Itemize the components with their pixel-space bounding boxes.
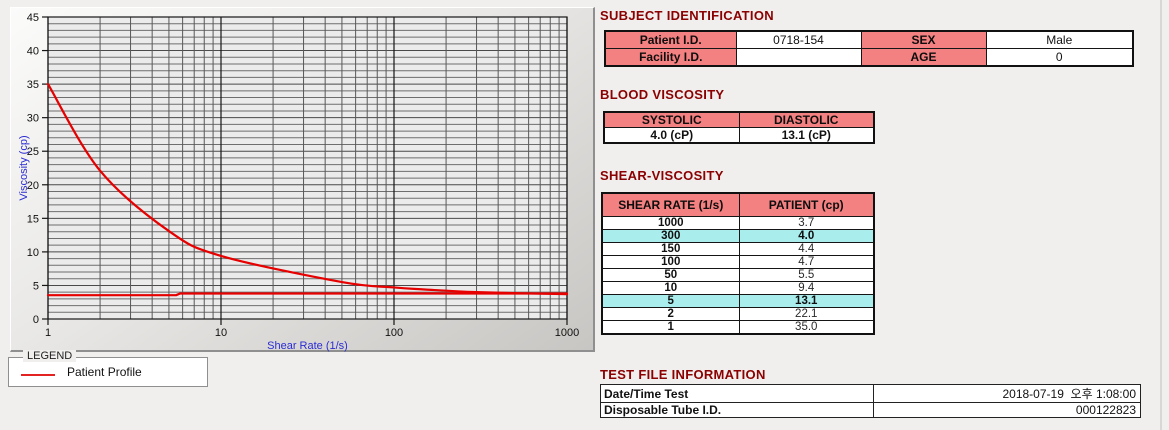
y-axis-title: Viscosity (cp) [18, 135, 30, 200]
shear-section-title: SHEAR-VISCOSITY [600, 168, 724, 183]
y-tick-label: 45 [27, 12, 39, 24]
shear-rate-cell: 1000 [601, 216, 740, 230]
y-tick-label: 15 [27, 213, 39, 225]
table-row: 1000 3.7 [601, 216, 875, 230]
shear-rate-cell: 1 [601, 320, 740, 335]
info-label-cell: Disposable Tube I.D. [600, 402, 874, 418]
info-value-cell: 000122823 [873, 402, 1141, 418]
x-tick-label: 100 [385, 327, 403, 339]
table-row: 300 4.0 [601, 229, 875, 243]
y-tick-label: 0 [33, 314, 39, 326]
value-cell [735, 48, 862, 67]
header-cell: Patient I.D. [604, 30, 737, 49]
test-file-information-table: Date/Time Test 2018-07-19 오후 1:08:00 Dispo… [600, 384, 1141, 418]
info-label-cell: Date/Time Test [600, 384, 874, 403]
shear-rate-cell: 50 [601, 268, 740, 282]
shear-rate-cell: 2 [601, 307, 740, 321]
value-cell: 13.1 (cP) [738, 127, 875, 144]
header-cell: PATIENT (cp) [738, 192, 875, 217]
patient-viscosity-cell: 9.4 [738, 281, 875, 295]
header-cell: SEX [860, 30, 987, 49]
patient-viscosity-cell: 4.4 [738, 242, 875, 256]
series-baseline-trace [46, 292, 569, 297]
y-tick-label: 5 [33, 280, 39, 292]
table-row: 4.0 (cP) 13.1 (cP) [603, 127, 875, 144]
patient-viscosity-cell: 35.0 [738, 320, 875, 335]
patient-viscosity-cell: 4.0 [738, 229, 875, 243]
patient-viscosity-cell: 22.1 [738, 307, 875, 321]
header-cell: AGE [860, 48, 987, 67]
shear-rate-cell: 5 [601, 294, 740, 308]
x-tick-label: 1 [45, 327, 51, 339]
viscosity-chart: 0 5 10 15 20 25 30 35 40 45 1 10 100 1000 Shear Rate (… [18, 12, 579, 352]
table-row: 50 5.5 [601, 268, 875, 282]
value-cell: 0 [985, 48, 1134, 67]
blood-section-title: BLOOD VISCOSITY [600, 87, 725, 102]
patient-viscosity-cell: 3.7 [738, 216, 875, 230]
y-tick-label: 35 [27, 79, 39, 91]
legend-caption: LEGEND [23, 350, 77, 362]
testfile-section-title: TEST FILE INFORMATION [600, 367, 766, 382]
info-value-cell: 2018-07-19 오후 1:08:00 [873, 384, 1141, 403]
x-tick-label: 10 [215, 327, 227, 339]
header-cell: DIASTOLIC [738, 111, 875, 128]
patient-viscosity-cell: 4.7 [738, 255, 875, 269]
subject-section-title: SUBJECT IDENTIFICATION [600, 8, 774, 23]
shear-rate-cell: 300 [601, 229, 740, 243]
value-cell: 4.0 (cP) [603, 127, 740, 144]
shear-rate-cell: 100 [601, 255, 740, 269]
y-tick-label: 10 [27, 247, 39, 259]
shear-rate-cell: 150 [601, 242, 740, 256]
x-tick-label: 1000 [555, 327, 579, 339]
y-tick-label: 20 [27, 180, 39, 192]
plot-background [48, 17, 567, 319]
legend-box: LEGEND Patient Profile [8, 350, 208, 387]
table-row: Patient I.D. 0718-154 SEX Male [604, 30, 1134, 49]
header-cell: Facility I.D. [604, 48, 737, 67]
table-row: SYSTOLIC DIASTOLIC [603, 111, 875, 128]
window-edge-line [1160, 0, 1162, 430]
table-row: 100 4.7 [601, 255, 875, 269]
shear-rate-cell: 10 [601, 281, 740, 295]
table-row: Disposable Tube I.D. 000122823 [600, 402, 1141, 418]
shear-viscosity-table: SHEAR RATE (1/s) PATIENT (cp) 1000 3.7 300 4.… [601, 192, 875, 335]
patient-viscosity-cell: 13.1 [738, 294, 875, 308]
header-cell: SYSTOLIC [603, 111, 740, 128]
chart-panel: 0 5 10 15 20 25 30 35 40 45 1 10 100 1000 Shear Rate (… [10, 7, 595, 352]
table-row: 1 35.0 [601, 320, 875, 335]
blood-viscosity-table: SYSTOLIC DIASTOLIC 4.0 (cP) 13.1 (cP) [603, 111, 875, 144]
header-cell: SHEAR RATE (1/s) [601, 192, 740, 217]
y-tick-label: 25 [27, 146, 39, 158]
x-axis-title: Shear Rate (1/s) [267, 340, 348, 352]
legend-series-label: Patient Profile [67, 365, 142, 379]
plot-border [47, 16, 568, 320]
y-tick-label: 40 [27, 46, 39, 58]
patient-viscosity-cell: 5.5 [738, 268, 875, 282]
y-tick-label: 30 [27, 113, 39, 125]
table-row: 2 22.1 [601, 307, 875, 321]
table-row: Date/Time Test 2018-07-19 오후 1:08:00 [600, 384, 1141, 403]
table-row: 10 9.4 [601, 281, 875, 295]
value-cell: Male [985, 30, 1134, 49]
table-row: 5 13.1 [601, 294, 875, 308]
subject-identification-table: Patient I.D. 0718-154 SEX Male Facility I.D.… [604, 30, 1134, 67]
table-row: SHEAR RATE (1/s) PATIENT (cp) [601, 192, 875, 217]
series-patient-profile [46, 83, 569, 296]
value-cell: 0718-154 [735, 30, 862, 49]
table-row: 150 4.4 [601, 242, 875, 256]
table-row: Facility I.D. AGE 0 [604, 48, 1134, 67]
legend-line-sample [21, 374, 55, 376]
